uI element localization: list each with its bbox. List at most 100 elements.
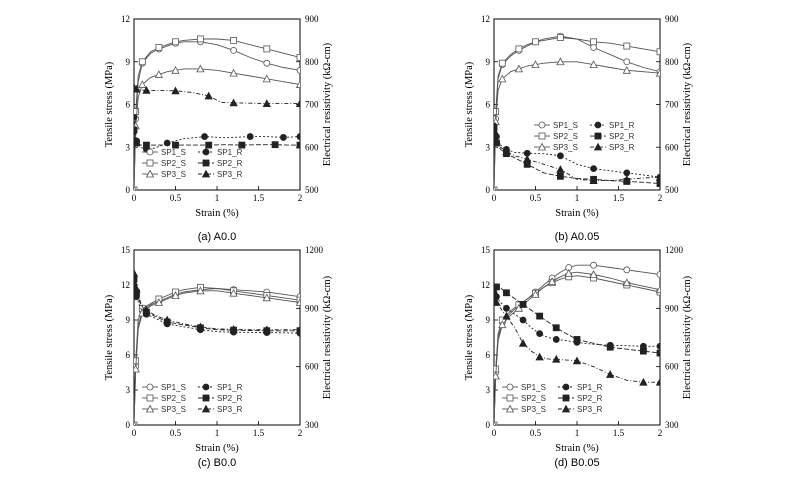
y-tick-label: 12 — [121, 14, 130, 24]
legend-label: SP1_S — [521, 383, 546, 392]
data-point — [238, 141, 246, 149]
y-tick-label: 0 — [486, 185, 491, 195]
legend-label: SP3_S — [553, 143, 578, 152]
data-point — [155, 44, 163, 51]
legend-label: SP2_S — [521, 394, 546, 403]
data-point — [622, 174, 631, 183]
legend: SP1_S SP1_R SP2_S SP2_R SP3_S SP3_R — [142, 383, 243, 414]
y-axis-label: Tensile stress (MPa) — [464, 61, 475, 147]
data-point — [494, 125, 499, 134]
series-line — [494, 130, 660, 182]
data-point — [656, 349, 660, 357]
data-point — [536, 312, 544, 320]
series-line — [134, 87, 300, 105]
data-point — [171, 86, 180, 95]
x-tick-label: 1.5 — [253, 193, 265, 203]
data-point — [134, 139, 140, 147]
x-tick-label: 2 — [298, 428, 303, 438]
data-point — [154, 70, 164, 78]
data-point — [196, 64, 205, 73]
data-point — [573, 336, 581, 343]
y-tick-label: 15 — [481, 245, 491, 255]
series-sp1-s — [494, 32, 660, 190]
data-point — [196, 35, 204, 43]
plot-area — [494, 32, 660, 190]
data-point — [502, 147, 511, 155]
y-tick-label: 9 — [486, 315, 491, 325]
y-tick-label: 9 — [486, 57, 491, 67]
data-point — [640, 347, 647, 355]
data-point — [296, 54, 300, 61]
x-tick-label: 2 — [658, 428, 663, 438]
y2-tick-label: 900 — [665, 303, 679, 313]
data-point — [262, 293, 271, 302]
data-point — [230, 46, 238, 54]
data-point — [655, 172, 660, 181]
plot-area — [494, 261, 660, 425]
legend: SP1_S SP1_R SP2_S SP2_R SP3_S SP3_R — [502, 383, 603, 414]
data-point — [519, 316, 527, 324]
data-point — [494, 185, 497, 190]
data-point — [205, 141, 213, 149]
legend-marker — [201, 404, 211, 413]
data-point — [523, 154, 532, 163]
legend-marker — [506, 394, 514, 402]
data-point — [229, 98, 238, 107]
data-point — [230, 36, 238, 44]
data-point — [263, 45, 271, 53]
series-line — [494, 37, 660, 190]
data-point — [556, 57, 565, 66]
data-point — [263, 59, 271, 67]
legend-marker — [202, 148, 210, 156]
data-point — [519, 301, 527, 308]
y-tick-label: 9 — [126, 315, 131, 325]
data-point — [229, 324, 238, 333]
series-line — [134, 290, 300, 425]
legend-label: SP3_S — [161, 170, 186, 179]
x-tick-label: 0.5 — [170, 193, 182, 203]
series-line — [494, 61, 660, 190]
y-tick-label: 12 — [481, 280, 490, 290]
data-point — [623, 58, 631, 66]
data-point — [655, 377, 660, 386]
y2-tick-label: 1200 — [305, 245, 324, 255]
legend-marker — [594, 132, 602, 140]
data-point — [498, 59, 506, 67]
panel-c: 0 0.5 1 1.5 2 0 3 6 9 12 15 300 600 900 1200 Strain (%)… — [104, 245, 333, 469]
y2-tick-label: 700 — [305, 100, 319, 110]
x-tick-label: 1 — [215, 193, 220, 203]
series-sp3-r — [494, 296, 660, 386]
panel-caption: (d) B0.05 — [554, 457, 599, 469]
data-point — [204, 91, 213, 100]
data-point — [134, 364, 140, 373]
legend-marker — [145, 404, 155, 413]
panel-b: 0 0.5 1 1.5 2 0 3 6 9 12 500 600 700 800 900 Strain (%)… — [464, 14, 693, 243]
data-point — [134, 126, 138, 134]
x-tick-label: 1.5 — [253, 428, 265, 438]
legend-marker — [146, 394, 154, 402]
x-tick-label: 0.5 — [530, 193, 542, 203]
y-tick-label: 9 — [126, 57, 131, 67]
x-tick-label: 1 — [575, 193, 580, 203]
data-point — [656, 271, 660, 278]
data-point — [494, 283, 500, 291]
data-point — [557, 172, 564, 180]
data-point — [552, 354, 561, 363]
data-point — [639, 377, 648, 386]
data-point — [295, 298, 300, 306]
series-sp3-r — [134, 83, 300, 108]
data-point — [656, 48, 660, 56]
legend-label: SP1_S — [161, 148, 186, 157]
data-point — [498, 320, 507, 329]
data-point — [196, 322, 205, 331]
legend-label: SP1_R — [609, 121, 635, 130]
data-point — [134, 284, 141, 293]
y2-tick-label: 500 — [305, 185, 319, 195]
y2-tick-label: 600 — [665, 142, 679, 152]
data-point — [656, 342, 660, 350]
y2-tick-label: 1200 — [665, 245, 684, 255]
data-point — [229, 68, 238, 77]
y2-tick-label: 900 — [665, 14, 679, 24]
data-point — [134, 420, 137, 425]
data-point — [296, 133, 300, 140]
